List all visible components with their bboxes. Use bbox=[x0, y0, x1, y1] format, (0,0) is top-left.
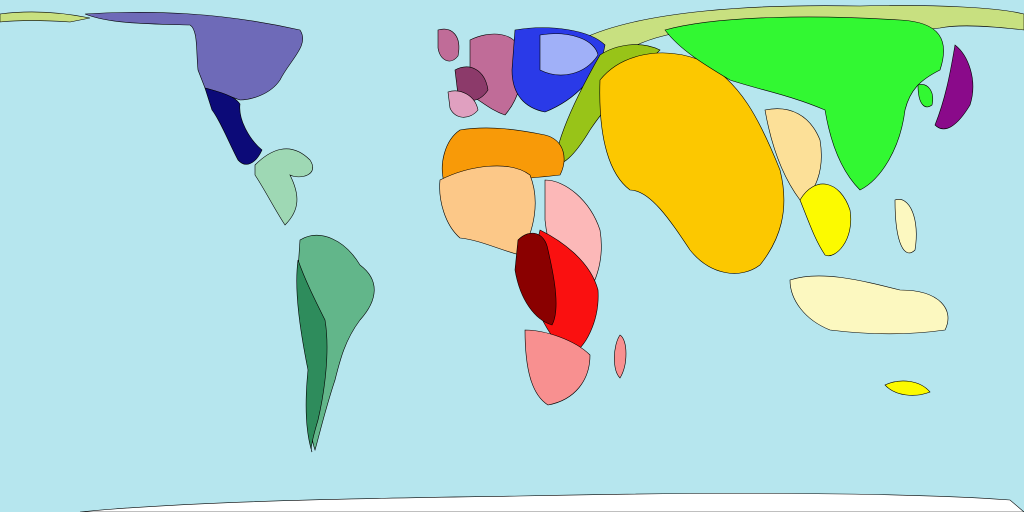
region-uk bbox=[437, 28, 460, 62]
region-eastern-europe-light bbox=[539, 33, 599, 76]
region-southern-africa bbox=[524, 329, 591, 406]
region-madagascar bbox=[614, 334, 627, 379]
region-korea bbox=[917, 84, 933, 108]
region-north-america bbox=[84, 11, 303, 101]
region-philippines bbox=[894, 199, 917, 254]
region-andes bbox=[296, 259, 328, 453]
region-arctic-west bbox=[0, 11, 91, 23]
region-congo bbox=[514, 232, 557, 326]
region-iberia bbox=[447, 90, 479, 118]
region-east-asia bbox=[664, 16, 944, 191]
region-southeast-asia bbox=[799, 183, 852, 257]
region-japan bbox=[934, 44, 974, 130]
region-indonesia bbox=[789, 275, 949, 335]
region-caribbean bbox=[254, 148, 313, 226]
region-bangladesh bbox=[764, 108, 822, 201]
region-australia bbox=[884, 380, 931, 396]
region-mexico bbox=[204, 87, 263, 165]
region-antarctica bbox=[79, 493, 1024, 512]
